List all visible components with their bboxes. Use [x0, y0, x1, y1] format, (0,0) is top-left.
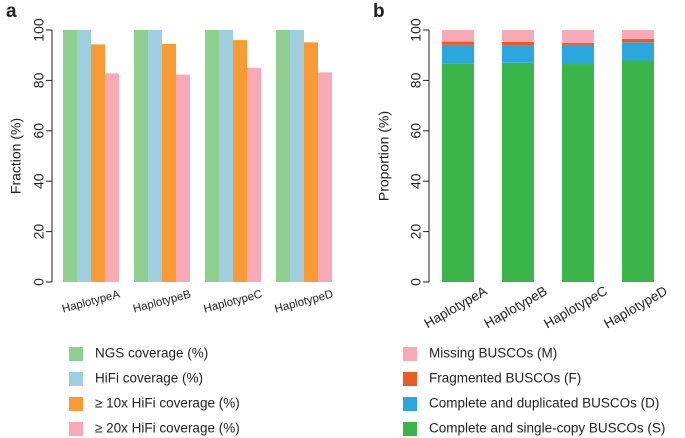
- x-tick-label-haplotypec: HaplotypeC: [202, 288, 263, 315]
- bar-haplotypea-20x-hifi-coverage: [105, 73, 119, 283]
- y-axis-title: Proportion (%): [376, 111, 392, 201]
- bar-haplotypea-fragmented-buscos-f: [442, 41, 474, 45]
- panel-label-b: b: [373, 1, 385, 22]
- legend-swatch-10x-hifi-coverage: [69, 397, 83, 411]
- bar-haplotypea-complete-and-duplicated-buscos-d: [442, 44, 474, 64]
- legend-label-missing-buscos-m: Missing BUSCOs (M): [429, 346, 557, 361]
- bar-haplotypec-hifi-coverage: [219, 30, 233, 282]
- legend-label-10x-hifi-coverage: ≥ 10x HiFi coverage (%): [95, 396, 240, 411]
- bar-haplotypeb-complete-and-duplicated-buscos-d: [502, 45, 534, 63]
- bar-haplotypeb-fragmented-buscos-f: [502, 41, 534, 46]
- bar-haplotypea-10x-hifi-coverage: [91, 44, 105, 282]
- bar-haplotypec-10x-hifi-coverage: [233, 40, 247, 282]
- panel-label-a: a: [6, 1, 17, 22]
- x-tick-label-haplotypea: HaplotypeA: [61, 288, 122, 315]
- y-tick-label: 40: [408, 173, 424, 189]
- legend-b: Missing BUSCOs (M) Fragmented BUSCOs (F) C…: [403, 346, 665, 436]
- bar-haplotyped-missing-buscos-m: [622, 30, 654, 39]
- x-tick-label-haplotypec: HaplotypeC: [541, 283, 610, 331]
- bar-haplotypeb-missing-buscos-m: [502, 30, 534, 42]
- legend-swatch-fragmented-buscos-f: [403, 372, 417, 386]
- legend-label-20x-hifi-coverage: ≥ 20x HiFi coverage (%): [95, 421, 240, 436]
- bar-haplotypeb-10x-hifi-coverage: [162, 43, 176, 282]
- bar-haplotypec-ngs-coverage: [205, 30, 219, 282]
- y-tick-label: 100: [31, 18, 47, 42]
- legend-label-ngs-coverage: NGS coverage (%): [95, 346, 208, 361]
- bar-haplotypea-hifi-coverage: [77, 30, 91, 282]
- legend-swatch-complete-and-single-copy-buscos-s: [403, 422, 417, 436]
- x-tick-label-haplotyped: HaplotypeD: [601, 283, 670, 331]
- legend-label-fragmented-buscos-f: Fragmented BUSCOs (F): [429, 371, 581, 386]
- legend-a: NGS coverage (%) HiFi coverage (%) ≥ 10x H…: [69, 346, 240, 436]
- y-tick-label: 60: [408, 123, 424, 139]
- bar-haplotypea-ngs-coverage: [63, 30, 77, 282]
- bar-haplotypec-missing-buscos-m: [562, 30, 594, 43]
- bar-haplotypeb-ngs-coverage: [134, 30, 148, 282]
- bar-haplotyped-20x-hifi-coverage: [318, 72, 332, 282]
- bar-haplotyped-10x-hifi-coverage: [304, 42, 318, 283]
- bar-haplotypec-complete-and-single-copy-buscos-s: [562, 64, 594, 283]
- legend-label-hifi-coverage: HiFi coverage (%): [95, 371, 203, 386]
- bar-haplotyped-complete-and-duplicated-buscos-d: [622, 42, 654, 61]
- y-tick-label: 60: [31, 123, 47, 139]
- bar-haplotyped-fragmented-buscos-f: [622, 38, 654, 43]
- bar-haplotypec-fragmented-buscos-f: [562, 42, 594, 45]
- x-tick-label-haplotypeb: HaplotypeB: [482, 283, 550, 331]
- bar-haplotypec-complete-and-duplicated-buscos-d: [562, 44, 594, 65]
- legend-swatch-20x-hifi-coverage: [69, 422, 83, 436]
- bar-haplotypeb-hifi-coverage: [148, 30, 162, 282]
- bar-haplotyped-ngs-coverage: [276, 30, 290, 282]
- bar-haplotypea-missing-buscos-m: [442, 30, 474, 42]
- y-tick-label: 40: [31, 173, 47, 189]
- chart-a: 0 20 40 60 80 100 Fraction (%) HaplotypeA Haplot…: [8, 18, 335, 315]
- y-tick-label: 20: [31, 224, 47, 240]
- bar-haplotypeb-complete-and-single-copy-buscos-s: [502, 62, 534, 283]
- legend-label-complete-and-single-copy-buscos-s: Complete and single-copy BUSCOs (S): [429, 421, 665, 436]
- y-tick-label: 20: [408, 224, 424, 240]
- bar-haplotyped-hifi-coverage: [290, 30, 304, 282]
- y-tick-label: 80: [408, 72, 424, 88]
- legend-swatch-hifi-coverage: [69, 372, 83, 386]
- y-tick-label: 80: [31, 72, 47, 88]
- bar-haplotypea-complete-and-single-copy-buscos-s: [442, 63, 474, 282]
- bar-haplotypec-20x-hifi-coverage: [247, 67, 261, 282]
- y-tick-label: 100: [408, 18, 424, 42]
- y-axis-title: Fraction (%): [8, 118, 24, 194]
- bar-haplotypeb-20x-hifi-coverage: [176, 74, 190, 282]
- bar-haplotyped-complete-and-single-copy-buscos-s: [622, 60, 654, 282]
- x-tick-label-haplotypeb: HaplotypeB: [132, 288, 193, 315]
- y-tick-label: 0: [31, 278, 47, 286]
- x-tick-label-haplotypea: HaplotypeA: [422, 283, 490, 331]
- legend-label-complete-and-duplicated-buscos-d: Complete and duplicated BUSCOs (D): [429, 396, 659, 411]
- legend-swatch-missing-buscos-m: [403, 347, 417, 361]
- y-tick-label: 0: [408, 278, 424, 286]
- legend-swatch-ngs-coverage: [69, 347, 83, 361]
- legend-swatch-complete-and-duplicated-buscos-d: [403, 397, 417, 411]
- x-tick-label-haplotyped: HaplotypeD: [273, 288, 334, 315]
